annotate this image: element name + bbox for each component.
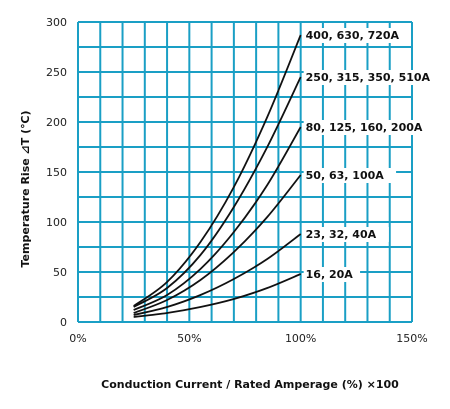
series-label: 50, 63, 100A (306, 169, 385, 182)
tick-labels: 0% 50% 100% 150% 0 50 100 150 200 250 300 (46, 16, 428, 345)
series-label: 400, 630, 720A (306, 29, 400, 42)
series-label-background (303, 168, 397, 183)
series-line (133, 34, 302, 307)
y-tick-label: 100 (46, 216, 67, 229)
y-tick-label: 0 (60, 316, 67, 329)
series-line (133, 273, 302, 318)
y-tick-label: 50 (53, 266, 67, 279)
series-label-background (303, 70, 447, 85)
series-line (133, 76, 302, 308)
series-label-background (303, 227, 389, 242)
series-label-background (303, 28, 411, 43)
y-tick-label: 200 (46, 116, 67, 129)
y-tick-label: 300 (46, 16, 67, 29)
y-tick-label: 150 (46, 166, 67, 179)
x-tick-label: 50% (177, 332, 201, 345)
x-tick-label: 150% (396, 332, 427, 345)
series-line (133, 233, 302, 316)
series-label: 23, 32, 40A (306, 228, 377, 241)
series-label: 80, 125, 160, 200A (306, 121, 423, 134)
x-tick-label: 100% (285, 332, 316, 345)
y-axis-title: Temperature Rise ⊿T (℃) (19, 111, 32, 268)
series-label: 16, 20A (306, 268, 354, 281)
series-label-background (303, 267, 361, 282)
series-label-background (303, 120, 440, 135)
series-line (133, 126, 302, 311)
x-axis-title: Conduction Current / Rated Amperage (%) … (101, 378, 399, 391)
series-line (133, 174, 302, 314)
series-labels: 16, 20A 23, 32, 40A 50, 63, 100A 80, 125, 1… (303, 28, 447, 282)
series-label: 250, 315, 350, 510A (306, 71, 431, 84)
x-tick-label: 0% (69, 332, 86, 345)
y-tick-label: 250 (46, 66, 67, 79)
curves (133, 34, 302, 318)
